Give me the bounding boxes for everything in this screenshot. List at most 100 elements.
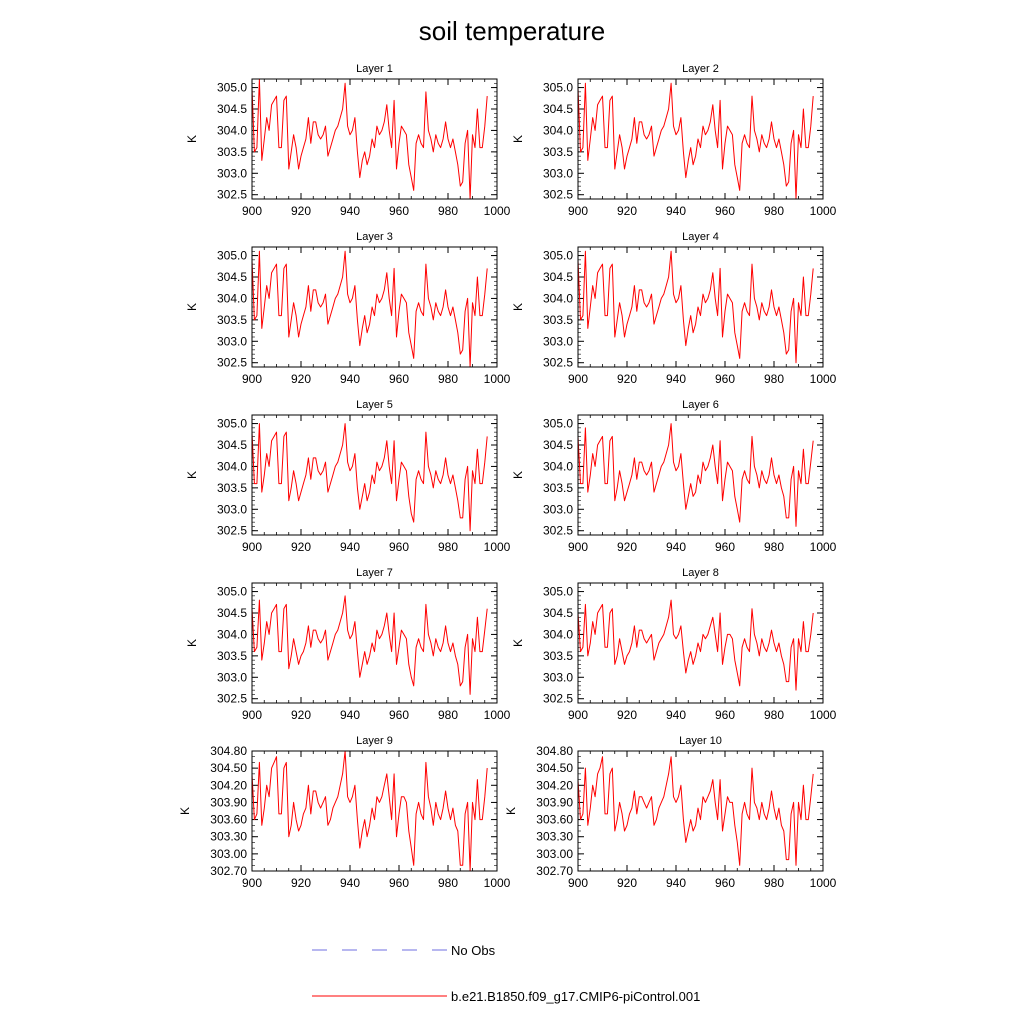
x-tick-label: 900 <box>568 540 588 554</box>
y-axis-label: K <box>185 303 199 311</box>
y-tick-label: 304.80 <box>536 744 573 758</box>
x-tick-label: 980 <box>438 708 458 722</box>
x-tick-label: 940 <box>666 876 686 890</box>
y-tick-label: 304.0 <box>217 459 247 473</box>
y-axis-label: K <box>185 135 199 143</box>
y-tick-label: 304.5 <box>217 270 247 284</box>
plot-frame <box>251 246 498 368</box>
x-tick-label: 920 <box>617 204 637 218</box>
x-tick-label: 940 <box>340 372 360 386</box>
x-tick-label: 900 <box>242 540 262 554</box>
x-tick-label: 900 <box>568 372 588 386</box>
y-tick-label: 304.5 <box>543 270 573 284</box>
panel-layer-9: Layer 9 900 920 940 960 980 1000 302.70 303.00 30… <box>178 735 511 890</box>
y-tick-label: 304.0 <box>217 627 247 641</box>
x-tick-label: 1000 <box>810 708 837 722</box>
panel-layer-2: Layer 2 900 920 940 960 980 1000 302.5 303.0 303.… <box>511 63 837 218</box>
y-tick-label: 303.30 <box>210 830 247 844</box>
x-tick-label: 900 <box>242 372 262 386</box>
x-tick-label: 920 <box>617 876 637 890</box>
x-tick-label: 920 <box>291 204 311 218</box>
panel-layer-6: Layer 6 900 920 940 960 980 1000 302.5 303.0 303.… <box>511 399 837 554</box>
y-axis-label: K <box>185 639 199 647</box>
series-line <box>251 595 488 695</box>
y-tick-label: 303.60 <box>210 813 247 827</box>
x-tick-label: 940 <box>666 708 686 722</box>
series-line <box>577 599 814 691</box>
y-tick-label: 305.0 <box>217 417 247 431</box>
y-tick-label: 304.0 <box>217 123 247 137</box>
plot-frame <box>251 414 498 536</box>
legend-no-obs-label: No Obs <box>451 943 496 958</box>
x-tick-label: 1000 <box>484 204 511 218</box>
x-tick-label: 920 <box>291 708 311 722</box>
y-tick-label: 304.80 <box>210 744 247 758</box>
panel-title: Layer 7 <box>356 567 393 579</box>
x-tick-label: 980 <box>764 876 784 890</box>
x-tick-label: 980 <box>438 540 458 554</box>
y-axis-label: K <box>511 639 525 647</box>
x-tick-label: 960 <box>715 372 735 386</box>
x-tick-label: 980 <box>438 876 458 890</box>
series-line <box>251 423 488 532</box>
y-axis-label: K <box>504 807 518 815</box>
y-tick-label: 303.0 <box>543 166 573 180</box>
x-tick-label: 960 <box>389 204 409 218</box>
y-tick-label: 304.0 <box>543 291 573 305</box>
x-tick-label: 900 <box>568 204 588 218</box>
panel-layer-3: Layer 3 900 920 940 960 980 1000 302.5 303.0 303.… <box>185 231 511 386</box>
y-tick-label: 304.0 <box>543 459 573 473</box>
y-tick-label: 305.0 <box>217 585 247 599</box>
y-tick-label: 303.5 <box>543 649 573 663</box>
y-tick-label: 303.0 <box>217 166 247 180</box>
y-tick-label: 303.0 <box>217 502 247 516</box>
y-tick-label: 303.0 <box>217 670 247 684</box>
x-tick-label: 980 <box>438 204 458 218</box>
y-tick-label: 303.90 <box>210 795 247 809</box>
x-tick-label: 900 <box>568 876 588 890</box>
x-tick-label: 900 <box>242 204 262 218</box>
x-tick-label: 1000 <box>484 540 511 554</box>
y-tick-label: 305.0 <box>543 249 573 263</box>
x-tick-label: 1000 <box>484 372 511 386</box>
panel-layer-4: Layer 4 900 920 940 960 980 1000 302.5 303.0 303.… <box>511 231 837 386</box>
x-tick-label: 940 <box>666 204 686 218</box>
panel-title: Layer 2 <box>682 63 719 75</box>
plot-frame <box>577 750 824 872</box>
plot-frame <box>577 78 824 200</box>
y-tick-label: 304.20 <box>536 778 573 792</box>
x-tick-label: 940 <box>340 540 360 554</box>
x-tick-label: 980 <box>438 372 458 386</box>
x-tick-label: 1000 <box>484 876 511 890</box>
x-tick-label: 1000 <box>810 540 837 554</box>
x-tick-label: 920 <box>291 372 311 386</box>
panel-layer-8: Layer 8 900 920 940 960 980 1000 302.5 303.0 303.… <box>511 567 837 722</box>
legend-model-label: b.e21.B1850.f09_g17.CMIP6-piControl.001 <box>451 989 700 1004</box>
y-axis-label: K <box>511 471 525 479</box>
y-tick-label: 302.70 <box>210 864 247 878</box>
y-tick-label: 305.0 <box>543 585 573 599</box>
series-line <box>251 750 488 872</box>
y-tick-label: 303.5 <box>217 649 247 663</box>
x-tick-label: 940 <box>340 204 360 218</box>
y-tick-label: 303.5 <box>217 313 247 327</box>
series-line <box>251 250 488 368</box>
y-tick-label: 303.5 <box>543 313 573 327</box>
panel-layer-5: Layer 5 900 920 940 960 980 1000 302.5 303.0 303.… <box>185 399 511 554</box>
y-tick-label: 303.5 <box>543 481 573 495</box>
panel-title: Layer 5 <box>356 399 393 411</box>
x-tick-label: 980 <box>764 708 784 722</box>
panels: Layer 1 900 920 940 960 980 1000 302.5 303.0 303.… <box>178 63 837 890</box>
plot-frame <box>577 246 824 368</box>
y-tick-label: 302.5 <box>543 524 573 538</box>
x-tick-label: 940 <box>340 708 360 722</box>
y-tick-label: 303.5 <box>217 145 247 159</box>
x-tick-label: 960 <box>715 540 735 554</box>
y-tick-label: 304.5 <box>543 102 573 116</box>
x-tick-label: 940 <box>340 876 360 890</box>
x-tick-label: 920 <box>617 540 637 554</box>
y-tick-label: 304.0 <box>543 123 573 137</box>
series-line <box>251 78 488 200</box>
y-tick-label: 304.50 <box>536 761 573 775</box>
